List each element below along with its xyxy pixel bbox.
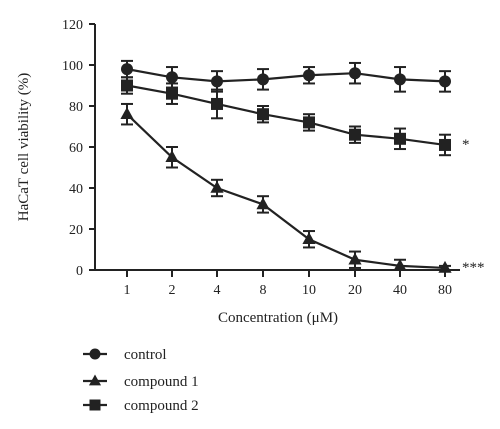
- legend-item: compound 2: [83, 398, 199, 414]
- x-tick-label: 10: [302, 283, 316, 298]
- y-tick-label: 80: [69, 100, 83, 115]
- data-point-square: [121, 79, 133, 92]
- legend-label: control: [124, 347, 167, 363]
- data-point-circle: [211, 75, 223, 88]
- significance-label: *: [462, 137, 470, 153]
- data-point-square: [166, 87, 178, 100]
- x-tick-label: 20: [348, 283, 362, 298]
- legend-label: compound 1: [124, 374, 199, 390]
- legend-item: compound 1: [83, 374, 199, 390]
- x-tick-label: 2: [169, 283, 176, 298]
- series-line: [126, 84, 446, 147]
- x-tick-label: 80: [438, 283, 452, 298]
- data-point-square: [257, 108, 269, 121]
- x-axis-title: Concentration (μM): [218, 310, 338, 326]
- legend-label: compound 2: [124, 398, 199, 414]
- data-point-circle: [303, 69, 315, 82]
- data-point-triangle: [438, 260, 452, 273]
- y-tick-label: 20: [69, 223, 83, 238]
- data-point-triangle: [393, 258, 407, 271]
- data-point-square: [439, 138, 451, 151]
- data-point-circle: [349, 67, 361, 80]
- data-point-square: [303, 116, 315, 129]
- y-axis-title: HaCaT cell viability (%): [16, 73, 32, 221]
- y-tick-label: 0: [76, 264, 83, 279]
- data-point-triangle: [302, 232, 316, 245]
- x-axis-ticks: 1 2 4 8 10 20 40 80: [124, 270, 452, 298]
- legend-marker-square: [89, 399, 101, 411]
- y-axis-ticks: 0 20 40 60 80 100 120: [62, 18, 95, 279]
- data-point-triangle: [256, 197, 270, 210]
- legend-marker-circle: [89, 348, 101, 360]
- series-circle: [121, 59, 451, 93]
- data-point-square: [349, 128, 361, 141]
- data-point-square: [394, 132, 406, 145]
- series-square: *: [121, 76, 470, 157]
- x-tick-label: 40: [393, 283, 407, 298]
- data-point-circle: [166, 71, 178, 84]
- series-layer: ****: [120, 59, 485, 276]
- series-line: [126, 68, 446, 83]
- y-tick-label: 120: [62, 18, 83, 33]
- data-point-circle: [257, 73, 269, 86]
- data-point-triangle: [165, 150, 179, 163]
- y-tick-label: 40: [69, 182, 83, 197]
- significance-label: ***: [462, 260, 485, 276]
- data-point-square: [211, 97, 223, 110]
- y-tick-label: 100: [62, 59, 83, 74]
- legend: control compound 1 compound 2: [83, 347, 199, 414]
- data-point-triangle: [120, 107, 134, 119]
- legend-item: control: [83, 347, 167, 363]
- x-tick-label: 8: [260, 283, 267, 298]
- data-point-triangle: [348, 252, 362, 265]
- data-point-circle: [394, 73, 406, 86]
- data-point-triangle: [210, 180, 224, 193]
- legend-marker-triangle: [88, 374, 102, 386]
- data-point-circle: [121, 63, 133, 76]
- y-tick-label: 60: [69, 141, 83, 156]
- x-tick-label: 4: [214, 283, 221, 298]
- series-line: [126, 113, 446, 270]
- series-triangle: ***: [120, 102, 485, 276]
- data-point-circle: [439, 75, 451, 88]
- x-tick-label: 1: [124, 283, 131, 298]
